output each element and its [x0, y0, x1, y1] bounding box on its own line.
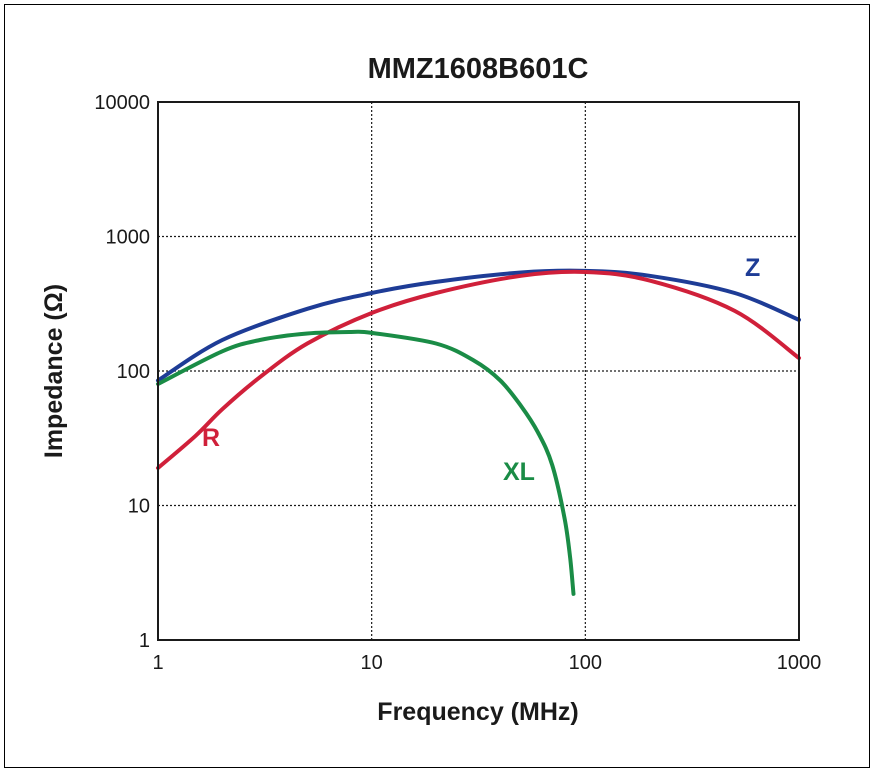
- x-tick-label: 1: [152, 652, 163, 674]
- y-tick-label: 10000: [94, 92, 150, 114]
- series-group: [156, 268, 801, 596]
- x-axis-label: Frequency (MHz): [377, 698, 578, 726]
- grid: [158, 102, 799, 640]
- series-line-z: [156, 268, 801, 383]
- chart-title: MMZ1608B601C: [368, 53, 589, 85]
- y-tick-label: 10: [128, 496, 150, 518]
- series-labels: Z R XL: [202, 254, 760, 486]
- series-line-xl: [156, 329, 576, 596]
- series-label-r: R: [202, 424, 220, 452]
- series-label-z: Z: [745, 254, 760, 282]
- x-tick-label: 100: [569, 652, 602, 674]
- tick-labels: 1 10 100 1000 1 10 100 1000 10000: [94, 92, 821, 674]
- series-label-xl: XL: [503, 458, 535, 486]
- y-tick-label: 1000: [106, 227, 151, 249]
- y-tick-label: 1: [139, 630, 150, 652]
- x-tick-label: 1000: [777, 652, 822, 674]
- x-tick-label: 10: [361, 652, 383, 674]
- series-line-r: [156, 269, 801, 470]
- y-tick-label: 100: [117, 361, 150, 383]
- y-axis-label: Impedance (Ω): [40, 284, 68, 458]
- plot-area-border: [157, 101, 800, 641]
